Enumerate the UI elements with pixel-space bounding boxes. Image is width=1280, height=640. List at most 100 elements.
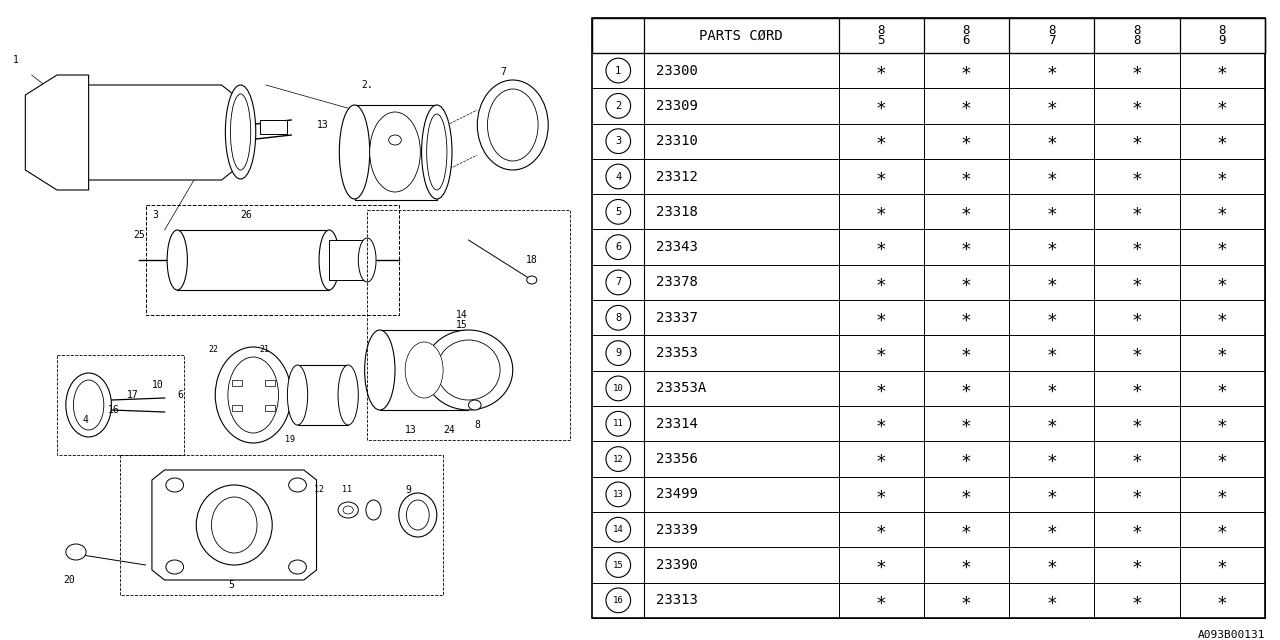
Text: ∗: ∗ xyxy=(961,61,972,79)
Text: ∗: ∗ xyxy=(1132,521,1143,539)
Circle shape xyxy=(605,235,631,259)
Text: 23339: 23339 xyxy=(657,523,698,537)
Text: ∗: ∗ xyxy=(876,556,887,574)
Text: ∗: ∗ xyxy=(1217,308,1228,327)
Text: 24: 24 xyxy=(443,425,454,435)
Text: ∗: ∗ xyxy=(1046,415,1057,433)
Text: 1: 1 xyxy=(616,65,621,76)
Circle shape xyxy=(289,560,306,574)
Ellipse shape xyxy=(319,230,339,290)
Text: 15: 15 xyxy=(456,320,467,330)
Text: 19: 19 xyxy=(285,435,294,445)
Text: 23300: 23300 xyxy=(657,63,698,77)
Text: ∗: ∗ xyxy=(1046,308,1057,327)
Bar xyxy=(260,120,288,134)
Bar xyxy=(58,355,183,455)
Text: 8: 8 xyxy=(616,313,621,323)
Ellipse shape xyxy=(365,330,396,410)
Circle shape xyxy=(605,93,631,118)
Text: 21: 21 xyxy=(260,346,270,355)
Text: ∗: ∗ xyxy=(1046,485,1057,504)
Text: ∗: ∗ xyxy=(1217,591,1228,609)
Text: 26: 26 xyxy=(241,210,252,220)
Text: ∗: ∗ xyxy=(1132,61,1143,79)
Circle shape xyxy=(605,164,631,189)
Text: 8: 8 xyxy=(475,420,481,430)
Text: ∗: ∗ xyxy=(1132,132,1143,150)
Text: 12: 12 xyxy=(314,486,324,495)
Text: 4: 4 xyxy=(82,415,88,425)
Text: 23499: 23499 xyxy=(657,488,698,501)
Text: ∗: ∗ xyxy=(961,203,972,221)
Text: ∗: ∗ xyxy=(961,521,972,539)
Text: ∗: ∗ xyxy=(1217,168,1228,186)
Text: 25: 25 xyxy=(133,230,145,240)
Text: 15: 15 xyxy=(613,561,623,570)
Ellipse shape xyxy=(406,342,443,398)
Text: ∗: ∗ xyxy=(876,238,887,256)
Text: 8: 8 xyxy=(963,24,970,37)
Bar xyxy=(177,230,329,290)
Text: 10: 10 xyxy=(613,384,623,393)
Text: 8: 8 xyxy=(877,24,884,37)
Text: 23343: 23343 xyxy=(657,240,698,254)
Circle shape xyxy=(28,125,49,141)
Text: ∗: ∗ xyxy=(1132,97,1143,115)
Bar xyxy=(265,404,275,410)
Ellipse shape xyxy=(73,380,104,430)
Text: 23314: 23314 xyxy=(657,417,698,431)
Bar xyxy=(329,240,367,280)
Circle shape xyxy=(605,517,631,542)
Bar xyxy=(297,365,348,425)
Circle shape xyxy=(50,172,64,184)
Text: A093B00131: A093B00131 xyxy=(1198,630,1265,640)
Circle shape xyxy=(605,305,631,330)
Ellipse shape xyxy=(65,373,111,437)
Circle shape xyxy=(605,129,631,154)
Text: ∗: ∗ xyxy=(1217,344,1228,362)
Circle shape xyxy=(50,82,64,94)
Circle shape xyxy=(389,135,402,145)
Text: ∗: ∗ xyxy=(1046,556,1057,574)
Text: 2.: 2. xyxy=(361,80,372,90)
Ellipse shape xyxy=(225,85,256,179)
Text: ∗: ∗ xyxy=(1217,450,1228,468)
Circle shape xyxy=(605,200,631,224)
Ellipse shape xyxy=(168,230,187,290)
Text: 5: 5 xyxy=(616,207,621,217)
Text: 8: 8 xyxy=(1219,24,1226,37)
Ellipse shape xyxy=(399,493,436,537)
Text: ∗: ∗ xyxy=(961,556,972,574)
Ellipse shape xyxy=(339,105,370,199)
Ellipse shape xyxy=(230,94,251,170)
Text: ∗: ∗ xyxy=(1132,308,1143,327)
Text: ∗: ∗ xyxy=(1132,168,1143,186)
Text: 11: 11 xyxy=(342,486,352,495)
Text: ∗: ∗ xyxy=(1217,415,1228,433)
Text: 8: 8 xyxy=(1133,24,1140,37)
Text: ∗: ∗ xyxy=(1046,61,1057,79)
Text: ∗: ∗ xyxy=(1217,61,1228,79)
Text: ∗: ∗ xyxy=(876,61,887,79)
Text: ∗: ∗ xyxy=(961,238,972,256)
Circle shape xyxy=(289,478,306,492)
Text: 9: 9 xyxy=(406,485,411,495)
Text: ∗: ∗ xyxy=(1046,97,1057,115)
Text: 6: 6 xyxy=(177,390,183,400)
Ellipse shape xyxy=(436,340,500,400)
Text: 7: 7 xyxy=(500,67,506,77)
Text: ∗: ∗ xyxy=(1046,380,1057,397)
Text: ∗: ∗ xyxy=(1046,132,1057,150)
Text: 13: 13 xyxy=(406,425,417,435)
Ellipse shape xyxy=(424,330,513,410)
Circle shape xyxy=(605,270,631,295)
Circle shape xyxy=(526,276,536,284)
Text: ∗: ∗ xyxy=(961,415,972,433)
Text: ∗: ∗ xyxy=(876,308,887,327)
Text: 13: 13 xyxy=(316,120,328,130)
Text: ∗: ∗ xyxy=(1046,238,1057,256)
Circle shape xyxy=(65,544,86,560)
Text: ∗: ∗ xyxy=(1132,238,1143,256)
Circle shape xyxy=(605,553,631,577)
Text: ∗: ∗ xyxy=(1046,521,1057,539)
